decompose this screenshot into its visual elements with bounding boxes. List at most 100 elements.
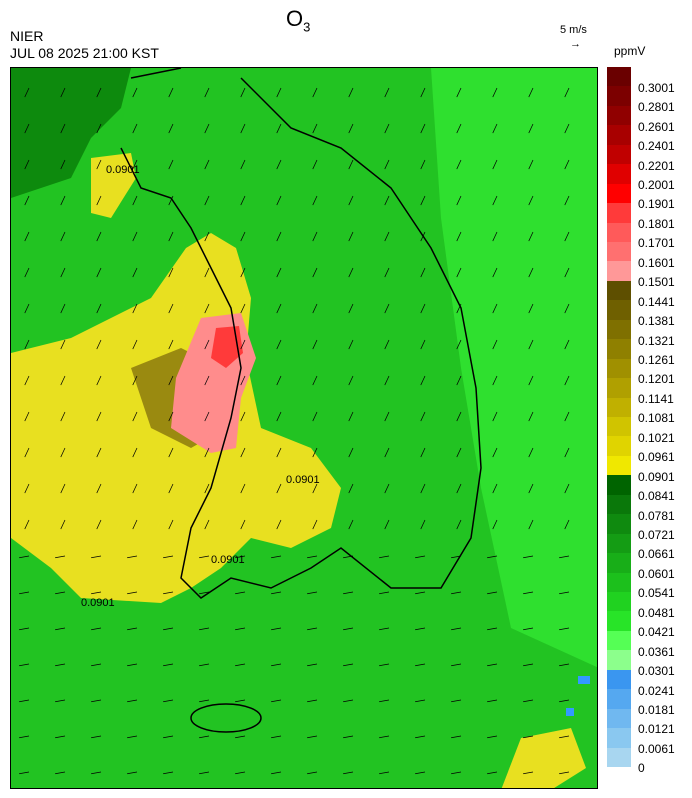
wind-arrow <box>132 87 138 98</box>
wind-arrow <box>168 339 174 350</box>
wind-arrow <box>60 195 66 206</box>
legend-swatch <box>607 319 631 340</box>
legend-swatch <box>607 630 631 651</box>
wind-arrow <box>240 519 246 530</box>
wind-arrow <box>564 447 570 458</box>
wind-arrow <box>564 411 570 422</box>
wind-arrow <box>384 267 390 278</box>
legend-label: 0.1441 <box>638 294 675 309</box>
wind-arrow <box>235 591 246 595</box>
wind-arrow <box>19 699 30 703</box>
wind-arrow <box>96 519 102 530</box>
wind-arrow <box>127 555 138 559</box>
wind-arrow <box>276 123 282 134</box>
wind-arrow <box>168 195 174 206</box>
wind-arrow <box>312 483 318 494</box>
wind-arrow <box>132 231 138 242</box>
wind-arrow <box>343 591 354 595</box>
wind-arrow <box>492 195 498 206</box>
legend-swatch <box>607 669 631 690</box>
wind-arrow <box>168 303 174 314</box>
wind-arrow <box>415 699 426 703</box>
wind-arrow <box>276 159 282 170</box>
legend-swatch <box>607 553 631 574</box>
legend-swatch <box>607 105 631 126</box>
wind-arrow <box>199 663 210 667</box>
wind-arrow <box>24 231 30 242</box>
wind-arrow <box>204 483 210 494</box>
wind-arrow <box>96 339 102 350</box>
wind-arrow <box>163 627 174 631</box>
legend-label: 0.0421 <box>638 625 675 640</box>
wind-arrow <box>168 231 174 242</box>
wind-arrow <box>276 519 282 530</box>
legend-label: 0.1321 <box>638 333 675 348</box>
wind-arrow <box>204 519 210 530</box>
wind-arrow <box>492 123 498 134</box>
wind-arrow <box>60 375 66 386</box>
wind-arrow <box>55 735 66 739</box>
wind-arrow <box>451 699 462 703</box>
wind-arrow <box>235 735 246 739</box>
legend-label: 0.0781 <box>638 508 675 523</box>
wind-arrow <box>132 267 138 278</box>
wind-arrow <box>528 267 534 278</box>
wind-arrow <box>384 447 390 458</box>
wind-arrow <box>523 663 534 667</box>
legend-label: 0.0901 <box>638 469 675 484</box>
wind-arrow <box>523 555 534 559</box>
wind-arrow <box>132 519 138 530</box>
legend-label: 0.1021 <box>638 430 675 445</box>
wind-arrow <box>348 231 354 242</box>
wind-arrow <box>91 627 102 631</box>
wind-arrow <box>487 627 498 631</box>
wind-arrow <box>564 375 570 386</box>
wind-arrow <box>127 771 138 775</box>
wind-arrow <box>127 663 138 667</box>
wind-arrow <box>60 123 66 134</box>
wind-arrow <box>415 555 426 559</box>
wind-arrow <box>384 195 390 206</box>
legend-label: 0.1081 <box>638 411 675 426</box>
wind-arrow <box>528 411 534 422</box>
wind-arrow <box>271 663 282 667</box>
wind-arrow <box>271 735 282 739</box>
wind-arrow <box>163 735 174 739</box>
wind-arrow <box>60 447 66 458</box>
wind-arrow <box>240 303 246 314</box>
wind-arrow <box>456 339 462 350</box>
wind-arrow <box>276 375 282 386</box>
wind-arrow <box>451 555 462 559</box>
wind-arrow <box>24 87 30 98</box>
wind-arrow <box>384 87 390 98</box>
wind-arrow <box>456 267 462 278</box>
wind-arrow <box>240 87 246 98</box>
wind-arrow <box>276 195 282 206</box>
wind-arrow <box>492 339 498 350</box>
wind-arrow <box>96 375 102 386</box>
legend-swatch <box>607 203 631 224</box>
wind-arrow <box>451 771 462 775</box>
wind-arrow <box>19 663 30 667</box>
wind-arrow <box>348 447 354 458</box>
wind-arrow <box>348 339 354 350</box>
wind-arrow <box>240 483 246 494</box>
wind-arrow <box>559 627 570 631</box>
wind-arrow <box>307 591 318 595</box>
wind-arrow <box>204 339 210 350</box>
wind-arrow <box>19 627 30 631</box>
wind-arrow <box>24 519 30 530</box>
wind-arrow <box>127 735 138 739</box>
wind-arrow <box>492 447 498 458</box>
wind-arrow <box>528 303 534 314</box>
wind-arrow <box>168 375 174 386</box>
wind-arrow <box>343 735 354 739</box>
wind-arrow <box>528 231 534 242</box>
wind-arrow <box>528 519 534 530</box>
wind-arrow <box>168 123 174 134</box>
wind-arrow <box>168 159 174 170</box>
wind-arrow <box>415 771 426 775</box>
wind-arrow <box>384 519 390 530</box>
wind-arrow <box>240 339 246 350</box>
wind-arrow <box>312 519 318 530</box>
